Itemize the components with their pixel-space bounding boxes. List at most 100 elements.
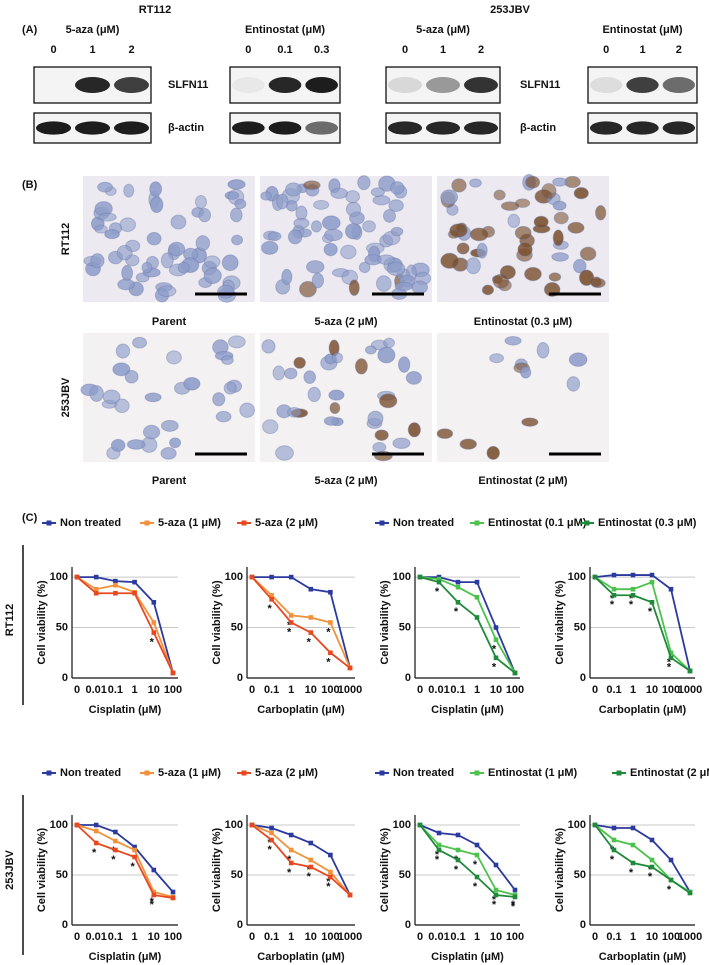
cell — [397, 356, 411, 373]
series-line — [419, 824, 516, 896]
cell — [566, 376, 581, 392]
cell — [357, 175, 371, 191]
y-tick-label: 100 — [225, 571, 243, 583]
cell — [198, 208, 212, 223]
significance-mark: * — [629, 867, 634, 879]
series-line — [251, 576, 351, 669]
x-tick-label: 0 — [417, 684, 423, 696]
y-tick-label: 0 — [405, 672, 411, 684]
data-point — [93, 586, 99, 592]
cell — [375, 275, 392, 292]
row-label: 253JBV — [60, 377, 72, 417]
cell — [275, 445, 294, 461]
y-tick-label: 100 — [50, 571, 68, 583]
x-tick-label: 10 — [490, 684, 502, 696]
significance-mark: * — [629, 593, 634, 605]
significance-mark: * — [326, 881, 331, 893]
significance-mark: * — [326, 657, 331, 669]
legend-marker — [616, 770, 622, 776]
x-tick-label: 100 — [321, 684, 339, 696]
significance-mark: * — [287, 626, 292, 638]
legend-marker — [144, 520, 150, 526]
cell — [195, 235, 211, 252]
significance-mark: * — [648, 864, 653, 876]
blot-band — [626, 77, 659, 93]
cell — [323, 242, 338, 257]
series-line — [252, 576, 351, 669]
y-axis-title: Cell viability (%) — [36, 827, 48, 912]
y-tick-label: 0 — [237, 672, 243, 684]
x-tick-label: 10 — [305, 931, 317, 943]
legend-marker — [46, 520, 52, 526]
cell — [469, 227, 489, 242]
significance-mark: * — [473, 881, 478, 893]
data-point — [649, 837, 655, 843]
caption: Entinostat (2 μM) — [478, 475, 568, 487]
x-tick-label: 0.1 — [108, 931, 123, 943]
series-line — [251, 576, 351, 669]
x-tick-label: 0 — [592, 684, 598, 696]
row-label: RT112 — [60, 223, 72, 255]
data-point — [269, 574, 274, 580]
cell-line-title: RT112 — [139, 4, 171, 16]
treatment-label: 5-aza (μM) — [66, 24, 120, 36]
blot-band — [662, 77, 695, 93]
blot-band — [426, 77, 460, 93]
significance-mark: * — [667, 662, 672, 674]
x-tick-label: 10 — [148, 684, 160, 696]
series-line — [420, 576, 516, 674]
y-axis-title: Cell viability (%) — [379, 580, 391, 665]
data-point — [113, 582, 118, 588]
y-tick-label: 0 — [580, 672, 586, 684]
cell — [217, 284, 235, 299]
data-point — [668, 655, 674, 661]
cell — [378, 393, 398, 409]
cell — [287, 229, 303, 245]
series-line — [594, 576, 691, 672]
x-tick-label: 100 — [506, 684, 524, 696]
significance-mark: * — [492, 899, 497, 911]
significance-mark: * — [667, 884, 672, 896]
y-tick-label: 50 — [231, 869, 243, 881]
cell — [411, 280, 429, 295]
blot-band — [626, 121, 659, 135]
x-tick-label: 1 — [132, 684, 138, 696]
cell — [116, 244, 133, 261]
blot-band — [232, 121, 265, 135]
data-point — [269, 830, 274, 836]
significance-mark: * — [150, 636, 155, 648]
dose-label: 1 — [89, 44, 95, 56]
x-tick-label: 100 — [164, 684, 182, 696]
row-label: 253JBV — [4, 849, 16, 889]
data-point — [269, 596, 274, 602]
x-tick-label: 1 — [132, 931, 138, 943]
blot-band — [662, 121, 695, 135]
data-point — [328, 869, 333, 875]
data-point — [687, 890, 693, 896]
cell — [97, 181, 113, 193]
cell — [392, 437, 411, 450]
y-axis-title: Cell viability (%) — [554, 580, 566, 665]
legend-label: Non treated — [60, 767, 121, 779]
cell — [110, 438, 126, 452]
data-point — [113, 829, 118, 835]
data-point — [328, 589, 333, 595]
data-point — [132, 579, 137, 585]
cell — [476, 242, 488, 259]
cell — [284, 182, 302, 197]
x-tick-label: 0.1 — [450, 931, 465, 943]
series-line — [76, 824, 174, 899]
data-point — [151, 620, 157, 625]
cell — [321, 215, 341, 231]
dose-label: 0 — [603, 44, 609, 56]
data-point — [474, 615, 480, 620]
data-point — [132, 854, 137, 860]
cell — [170, 214, 187, 230]
y-tick-label: 50 — [399, 869, 411, 881]
data-point — [512, 887, 518, 893]
data-point — [308, 630, 314, 635]
y-tick-label: 50 — [574, 869, 586, 881]
cell — [121, 264, 134, 282]
cell — [572, 258, 587, 274]
cell — [132, 336, 148, 349]
